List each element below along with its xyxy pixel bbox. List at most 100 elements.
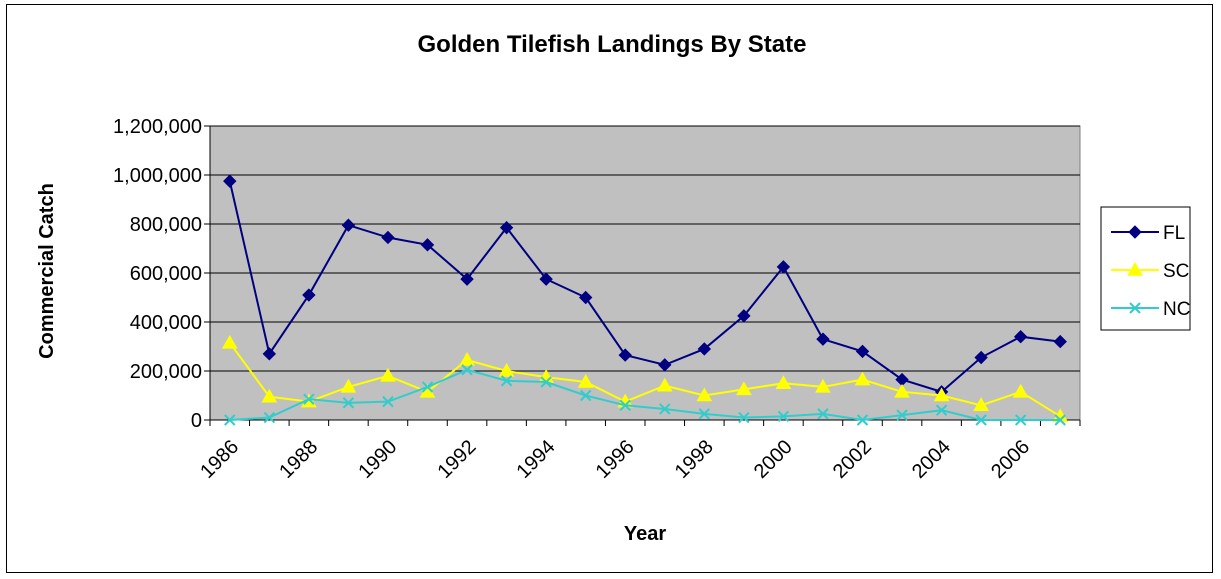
x-axis-title: Year <box>624 523 666 545</box>
data-point-nc <box>619 399 631 412</box>
y-tick-label: 600,000 <box>130 263 202 285</box>
data-point-nc <box>777 410 790 423</box>
x-marker-stroke <box>856 414 869 426</box>
data-point-sc <box>498 362 515 377</box>
data-point-sc <box>261 388 278 403</box>
x-marker-stroke <box>421 381 434 393</box>
data-point-sc <box>815 378 831 393</box>
x-marker-stroke <box>461 364 473 376</box>
data-point-fl <box>618 348 632 362</box>
data-point-sc <box>577 374 594 388</box>
data-point-sc <box>854 371 871 386</box>
x-marker-stroke <box>579 389 592 402</box>
legend-marker-sc <box>1127 261 1143 276</box>
data-point-sc <box>656 377 673 392</box>
data-point-nc <box>659 403 671 415</box>
legend-label-fl: FL <box>1163 223 1185 244</box>
data-point-nc <box>1054 414 1066 426</box>
series-line-fl <box>228 180 1061 393</box>
data-point-fl <box>658 358 672 372</box>
data-point-nc <box>382 395 394 408</box>
data-point-sc <box>933 387 950 402</box>
data-point-sc <box>221 334 238 349</box>
data-point-fl <box>499 220 514 235</box>
x-marker-stroke <box>1054 414 1066 426</box>
x-tick-label: 2000 <box>750 436 797 483</box>
x-axis-ticks: 1986 1988 1990 1992 1994 1996 1998 2000 2002 2004… <box>196 420 1081 483</box>
data-point-fl <box>223 174 237 188</box>
data-point-nc <box>500 375 513 387</box>
x-marker-stroke <box>342 397 355 409</box>
x-marker-stroke <box>659 403 671 415</box>
x-tick-label: 1988 <box>275 436 322 483</box>
legend-marker-fl <box>1128 225 1142 239</box>
y-tick-label: 200,000 <box>130 361 202 383</box>
data-point-sc <box>736 381 752 396</box>
data-point-sc <box>894 383 910 398</box>
x-marker-stroke <box>777 410 790 423</box>
y-tick-label: 800,000 <box>130 214 202 236</box>
data-point-fl <box>1013 329 1028 344</box>
data-point-nc <box>421 381 434 393</box>
data-point-nc <box>975 414 987 426</box>
x-marker-stroke <box>817 408 829 420</box>
y-tick-label: 0 <box>191 410 202 432</box>
x-tick-label: 1994 <box>513 436 560 483</box>
series-nc <box>224 364 1066 426</box>
y-tick-label: 400,000 <box>130 312 202 334</box>
y-tick-label: 1,200,000 <box>113 116 202 138</box>
legend-item-nc: NC <box>1111 299 1190 320</box>
x-marker-stroke <box>500 375 513 387</box>
data-point-sc <box>340 378 357 393</box>
x-marker-stroke <box>303 393 315 405</box>
data-point-nc <box>896 409 908 421</box>
data-point-fl <box>816 332 830 346</box>
x-tick-label: 1992 <box>433 436 480 483</box>
data-point-nc <box>738 411 750 424</box>
data-point-fl <box>855 344 870 359</box>
data-point-nc <box>342 397 355 409</box>
data-point-fl <box>1053 334 1067 349</box>
x-marker-stroke <box>263 411 276 424</box>
data-point-sc <box>459 351 475 366</box>
data-point-fl <box>697 342 712 356</box>
x-marker-stroke <box>738 411 750 424</box>
data-point-sc <box>1012 383 1029 398</box>
data-point-fl <box>737 309 751 323</box>
data-point-nc <box>224 414 236 426</box>
x-marker-stroke <box>619 399 631 412</box>
x-marker-stroke <box>382 395 394 408</box>
series-layer <box>221 174 1069 426</box>
data-point-nc <box>698 408 711 420</box>
legend-box <box>1100 206 1191 331</box>
x-marker-stroke <box>224 414 236 426</box>
x-marker-stroke <box>975 414 987 426</box>
x-tick-label: 1996 <box>592 436 639 483</box>
series-line-nc <box>229 368 1061 422</box>
legend-label-sc: SC <box>1163 261 1189 282</box>
data-point-fl <box>776 260 791 274</box>
data-point-fl <box>539 272 553 286</box>
x-tick-label: 1990 <box>354 436 401 483</box>
y-tick-label: 1,000,000 <box>113 165 202 187</box>
axes <box>209 126 1080 421</box>
legend-marker-nc <box>1129 302 1141 314</box>
legend-label-nc: NC <box>1163 299 1190 320</box>
legend-item-sc: SC <box>1111 261 1189 282</box>
x-marker-stroke <box>1014 414 1027 426</box>
data-point-fl <box>381 230 395 245</box>
y-axis-title: Commercial Catch <box>36 183 58 359</box>
x-marker-stroke <box>540 376 552 388</box>
x-tick-label: 2004 <box>908 436 955 483</box>
x-marker-stroke <box>698 408 711 420</box>
data-point-nc <box>540 376 552 388</box>
series-line-sc <box>228 342 1061 418</box>
chart-title: Golden Tilefish Landings By State <box>418 31 807 58</box>
legend-item-fl: FL <box>1111 223 1185 244</box>
data-point-sc <box>696 387 713 402</box>
data-point-nc <box>461 364 473 376</box>
data-point-fl <box>974 350 988 365</box>
y-axis-ticks: 0 200,000 400,000 600,000 800,000 1,000,000 1,… <box>113 116 210 432</box>
data-point-nc <box>303 393 315 405</box>
